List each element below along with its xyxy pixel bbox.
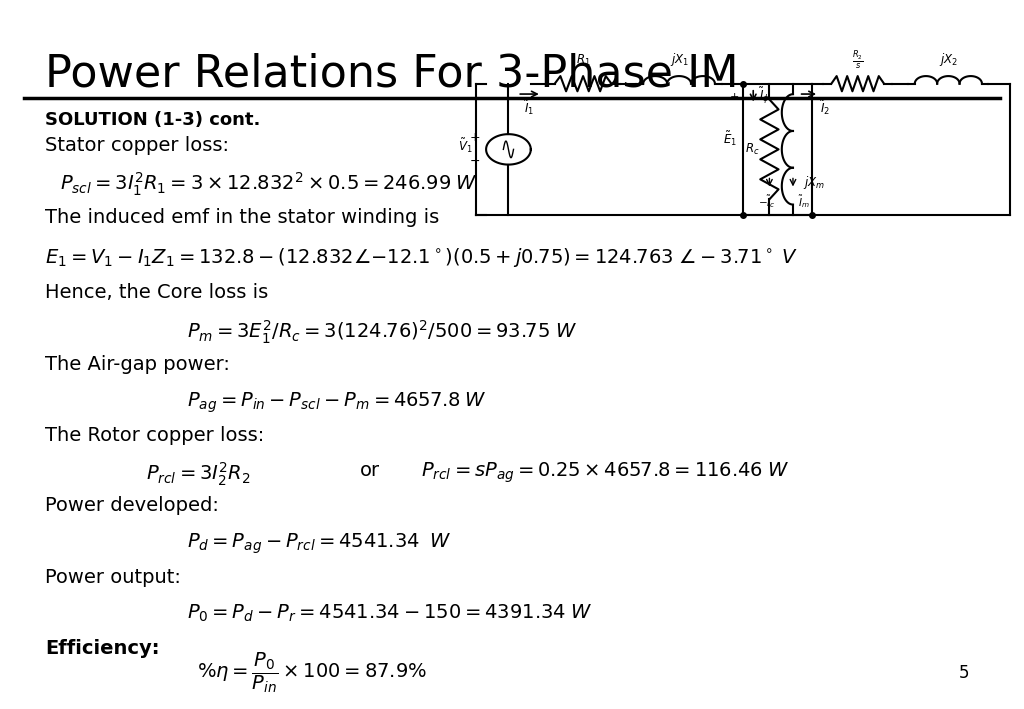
Text: $\tilde{I}_\phi$: $\tilde{I}_\phi$ (760, 86, 770, 106)
Text: $P_{rcl} = 3I_2^2 R_2$: $P_{rcl} = 3I_2^2 R_2$ (146, 461, 251, 488)
Text: $\tilde{E}_1$: $\tilde{E}_1$ (723, 130, 737, 148)
Text: $\tilde{I}_2$: $\tilde{I}_2$ (820, 99, 830, 117)
Text: Power developed:: Power developed: (45, 496, 219, 515)
Text: −: − (470, 155, 480, 168)
Text: $\tilde{I}_m$: $\tilde{I}_m$ (798, 194, 810, 211)
Text: $jX_m$: $jX_m$ (803, 174, 825, 191)
Text: $P_0 = P_d - P_r = 4541.34 - 150 = 4391.34\;W$: $P_0 = P_d - P_r = 4541.34 - 150 = 4391.… (187, 603, 592, 625)
Text: $R_1$: $R_1$ (575, 53, 591, 69)
Text: Efficiency:: Efficiency: (45, 639, 160, 658)
Text: +: + (469, 130, 480, 144)
Text: $R_c$: $R_c$ (744, 142, 759, 157)
Text: $\tilde{I}_1$: $\tilde{I}_1$ (524, 99, 535, 117)
Text: $\tilde{V}_1$: $\tilde{V}_1$ (458, 137, 472, 155)
Text: $E_1 = V_1 - I_1 Z_1 = 132.8-(12.832\angle{-12.1^\circ})(0.5+j0.75)=124.763\;\an: $E_1 = V_1 - I_1 Z_1 = 132.8-(12.832\ang… (45, 246, 798, 269)
Text: $jX_2$: $jX_2$ (939, 52, 957, 69)
Text: or: or (359, 461, 380, 479)
Text: $P_{rcl} = sP_{ag} = 0.25\times 4657.8 = 116.46\;W$: $P_{rcl} = sP_{ag} = 0.25\times 4657.8 =… (421, 461, 790, 485)
Text: Hence, the Core loss is: Hence, the Core loss is (45, 283, 268, 302)
Text: The Rotor copper loss:: The Rotor copper loss: (45, 426, 264, 445)
Text: The Air-gap power:: The Air-gap power: (45, 354, 229, 374)
Text: SOLUTION (1-3) cont.: SOLUTION (1-3) cont. (45, 111, 260, 129)
Text: $\%\eta = \dfrac{P_0}{P_{in}}\times100 = 87.9\%$: $\%\eta = \dfrac{P_0}{P_{in}}\times100 =… (198, 651, 427, 696)
Text: Power Relations For 3-Phase IM: Power Relations For 3-Phase IM (45, 52, 738, 96)
Text: $P_{scl} = 3I_1^{2}R_1 = 3\times12.832^2\times0.5 = 246.99\;W$: $P_{scl} = 3I_1^{2}R_1 = 3\times12.832^2… (60, 170, 478, 198)
Text: $P_{ag} = P_{in} - P_{scl} - P_m = 4657.8\;W$: $P_{ag} = P_{in} - P_{scl} - P_m = 4657.… (187, 390, 486, 415)
Text: The induced emf in the stator winding is: The induced emf in the stator winding is (45, 208, 439, 227)
Text: $jX_1$: $jX_1$ (670, 52, 689, 69)
Text: 5: 5 (958, 664, 969, 682)
Text: +: + (730, 92, 739, 102)
Text: Stator copper loss:: Stator copper loss: (45, 135, 228, 155)
Text: $- \tilde{I}_c$: $- \tilde{I}_c$ (759, 194, 776, 211)
Text: $\frac{R_2}{s}$: $\frac{R_2}{s}$ (852, 50, 863, 71)
Text: $P_d = P_{ag} - P_{rcl} = 4541.34\;\;W$: $P_d = P_{ag} - P_{rcl} = 4541.34\;\;W$ (187, 532, 452, 557)
Text: Power output:: Power output: (45, 568, 180, 587)
Text: $P_m = 3E_1^2/R_c = 3(124.76)^2/500 = 93.75\;W$: $P_m = 3E_1^2/R_c = 3(124.76)^2/500 = 93… (187, 319, 577, 346)
